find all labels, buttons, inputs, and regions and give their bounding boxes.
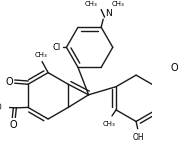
Text: N: N	[106, 9, 112, 18]
Text: CH₃: CH₃	[102, 121, 115, 127]
Text: OH: OH	[132, 133, 144, 142]
Text: CH₃: CH₃	[35, 52, 47, 58]
Text: HO: HO	[0, 103, 2, 112]
Text: Cl: Cl	[53, 43, 61, 52]
Text: O: O	[10, 120, 18, 130]
Text: CH₃: CH₃	[112, 1, 125, 7]
Text: CH₃: CH₃	[85, 1, 98, 7]
Text: O: O	[170, 63, 178, 73]
Text: O: O	[6, 77, 13, 87]
